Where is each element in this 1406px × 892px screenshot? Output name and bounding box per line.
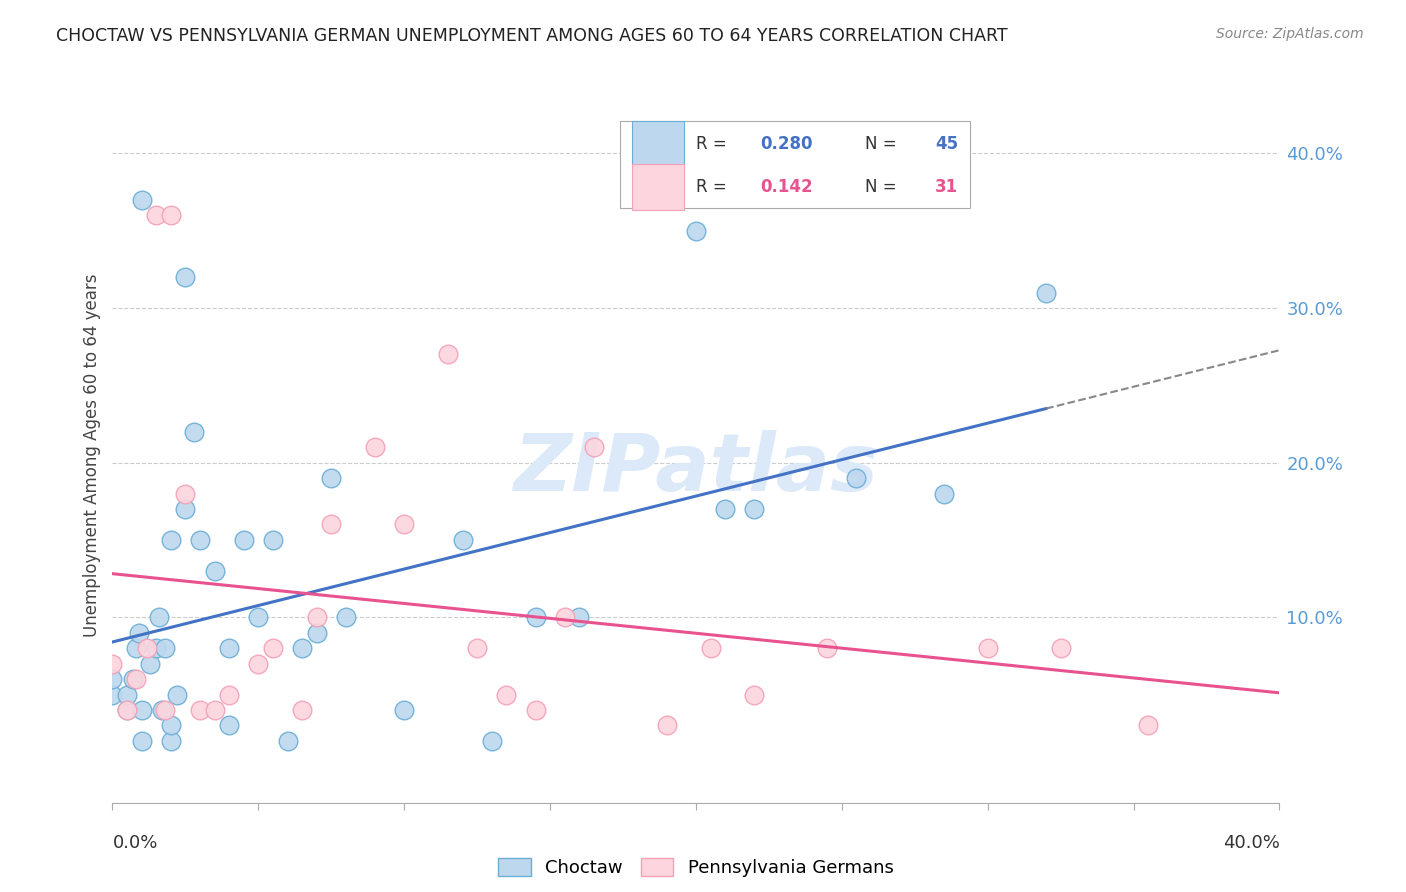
Point <box>160 718 183 732</box>
Text: 40.0%: 40.0% <box>1223 834 1279 852</box>
Point <box>183 425 205 439</box>
Point <box>166 688 188 702</box>
Point <box>160 533 183 547</box>
Point <box>392 517 416 532</box>
Point <box>554 610 576 624</box>
Point <box>218 688 240 702</box>
Point <box>685 224 707 238</box>
Bar <box>631 164 685 210</box>
Point <box>392 703 416 717</box>
Point <box>262 533 284 547</box>
Point <box>276 734 298 748</box>
Point <box>125 641 148 656</box>
Point <box>262 641 284 656</box>
Point <box>524 610 547 624</box>
Point <box>742 688 765 702</box>
Text: R =: R = <box>696 135 733 153</box>
Point <box>495 688 517 702</box>
Point <box>247 610 270 624</box>
Text: R =: R = <box>696 178 733 196</box>
Point <box>101 688 124 702</box>
Point <box>321 471 343 485</box>
Point <box>451 533 474 547</box>
Point <box>136 641 159 656</box>
Point <box>153 641 176 656</box>
Point <box>174 502 197 516</box>
Point <box>188 703 211 717</box>
Point <box>218 641 240 656</box>
Point <box>291 703 314 717</box>
Point <box>122 672 145 686</box>
Point <box>115 688 138 702</box>
Point <box>160 734 183 748</box>
Point <box>160 208 183 222</box>
Point <box>218 718 240 732</box>
Point <box>321 517 343 532</box>
Point <box>714 502 737 516</box>
Point <box>150 703 173 717</box>
Point <box>145 641 167 656</box>
Point <box>145 208 167 222</box>
Point <box>335 610 357 624</box>
Legend: Choctaw, Pennsylvania Germans: Choctaw, Pennsylvania Germans <box>491 850 901 884</box>
Point <box>815 641 838 656</box>
Point <box>742 502 765 516</box>
Point <box>131 734 153 748</box>
Point <box>204 703 226 717</box>
Bar <box>631 121 685 166</box>
Point <box>699 641 721 656</box>
Point <box>437 347 460 361</box>
Point <box>204 564 226 578</box>
Point <box>101 657 124 671</box>
Text: CHOCTAW VS PENNSYLVANIA GERMAN UNEMPLOYMENT AMONG AGES 60 TO 64 YEARS CORRELATIO: CHOCTAW VS PENNSYLVANIA GERMAN UNEMPLOYM… <box>56 27 1008 45</box>
FancyBboxPatch shape <box>620 121 970 208</box>
Point <box>976 641 998 656</box>
Text: Source: ZipAtlas.com: Source: ZipAtlas.com <box>1216 27 1364 41</box>
Point <box>125 672 148 686</box>
Point <box>115 703 138 717</box>
Point <box>131 193 153 207</box>
Text: 31: 31 <box>935 178 959 196</box>
Point <box>845 471 868 485</box>
Text: N =: N = <box>865 178 903 196</box>
Text: ZIPatlas: ZIPatlas <box>513 430 879 508</box>
Point <box>465 641 488 656</box>
Text: 0.280: 0.280 <box>761 135 813 153</box>
Y-axis label: Unemployment Among Ages 60 to 64 years: Unemployment Among Ages 60 to 64 years <box>83 273 101 637</box>
Text: 0.142: 0.142 <box>761 178 813 196</box>
Text: N =: N = <box>865 135 903 153</box>
Point <box>305 625 328 640</box>
Point <box>524 703 547 717</box>
Text: 0.0%: 0.0% <box>112 834 157 852</box>
Point <box>291 641 314 656</box>
Point <box>101 672 124 686</box>
Point <box>115 703 138 717</box>
Point <box>139 657 162 671</box>
Point <box>232 533 254 547</box>
Point <box>568 610 591 624</box>
Point <box>174 486 197 500</box>
Point <box>1137 718 1160 732</box>
Text: 45: 45 <box>935 135 959 153</box>
Point <box>1035 285 1057 300</box>
Point <box>247 657 270 671</box>
Point <box>655 718 678 732</box>
Point <box>148 610 170 624</box>
Point <box>481 734 503 748</box>
Point <box>174 270 197 285</box>
Point <box>1049 641 1071 656</box>
Point <box>364 440 387 454</box>
Point <box>131 703 153 717</box>
Point <box>932 486 955 500</box>
Point <box>582 440 605 454</box>
Point <box>188 533 211 547</box>
Point <box>153 703 176 717</box>
Point <box>128 625 150 640</box>
Point <box>305 610 328 624</box>
